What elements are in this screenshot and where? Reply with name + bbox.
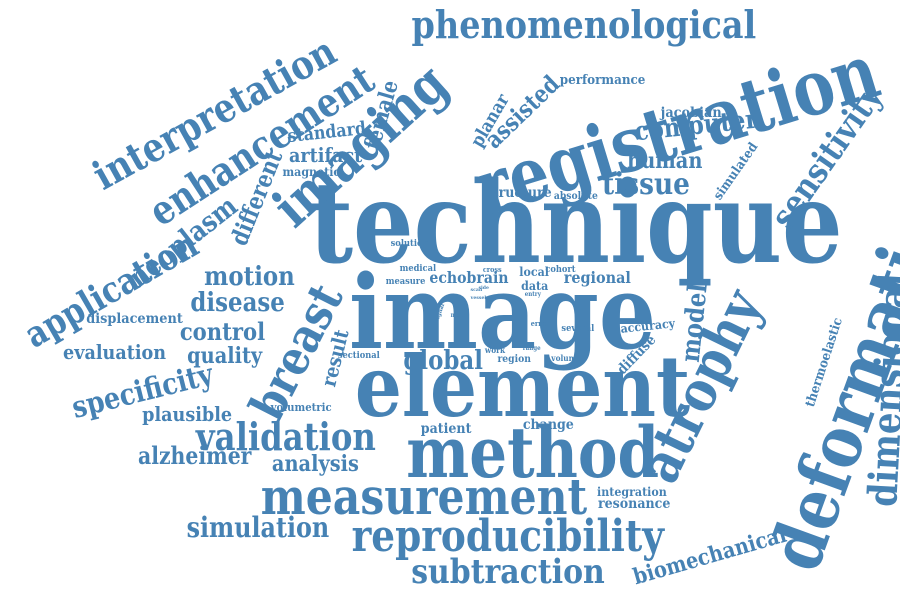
word: cohort [545, 266, 575, 275]
word: structure [486, 186, 552, 200]
word: jacobian [661, 106, 722, 120]
word: measure [386, 278, 426, 287]
word: performance [560, 74, 646, 87]
word: model [678, 282, 712, 363]
word: change [523, 418, 574, 432]
word: integration [597, 486, 667, 498]
word: region [497, 355, 530, 365]
word: sectional [338, 352, 380, 361]
word: dimensional [863, 272, 900, 507]
word: vessel [471, 296, 486, 301]
word: main [451, 313, 467, 319]
word: patient [421, 422, 472, 436]
word: motion [204, 264, 295, 290]
word: volumetric [271, 402, 332, 413]
word: work [485, 346, 505, 354]
word: global [403, 348, 482, 374]
word: resonance [598, 497, 670, 511]
word: subtraction [411, 555, 605, 589]
word: displacement [86, 312, 183, 326]
word: tissue [602, 170, 690, 200]
word: side [478, 286, 488, 291]
word: artifact [289, 145, 362, 165]
word: several [561, 325, 594, 334]
word: quality [187, 345, 262, 367]
word: range [523, 346, 541, 352]
word: medical [400, 265, 437, 274]
word: magnetic [283, 166, 341, 178]
word: solution [391, 240, 429, 249]
word: error [531, 320, 550, 327]
word: plausible [142, 404, 232, 424]
word: entry [525, 292, 541, 298]
word: phenomenological [412, 6, 757, 44]
word: volume [551, 354, 581, 362]
word: control [180, 320, 265, 344]
word: human [627, 150, 702, 172]
word: cross [483, 266, 502, 273]
word: simulation [187, 514, 330, 542]
word: alzheimer [138, 444, 251, 468]
word: evaluation [63, 342, 166, 362]
word: absolute [554, 192, 598, 202]
word: analysis [272, 453, 359, 475]
word: disease [190, 290, 284, 316]
